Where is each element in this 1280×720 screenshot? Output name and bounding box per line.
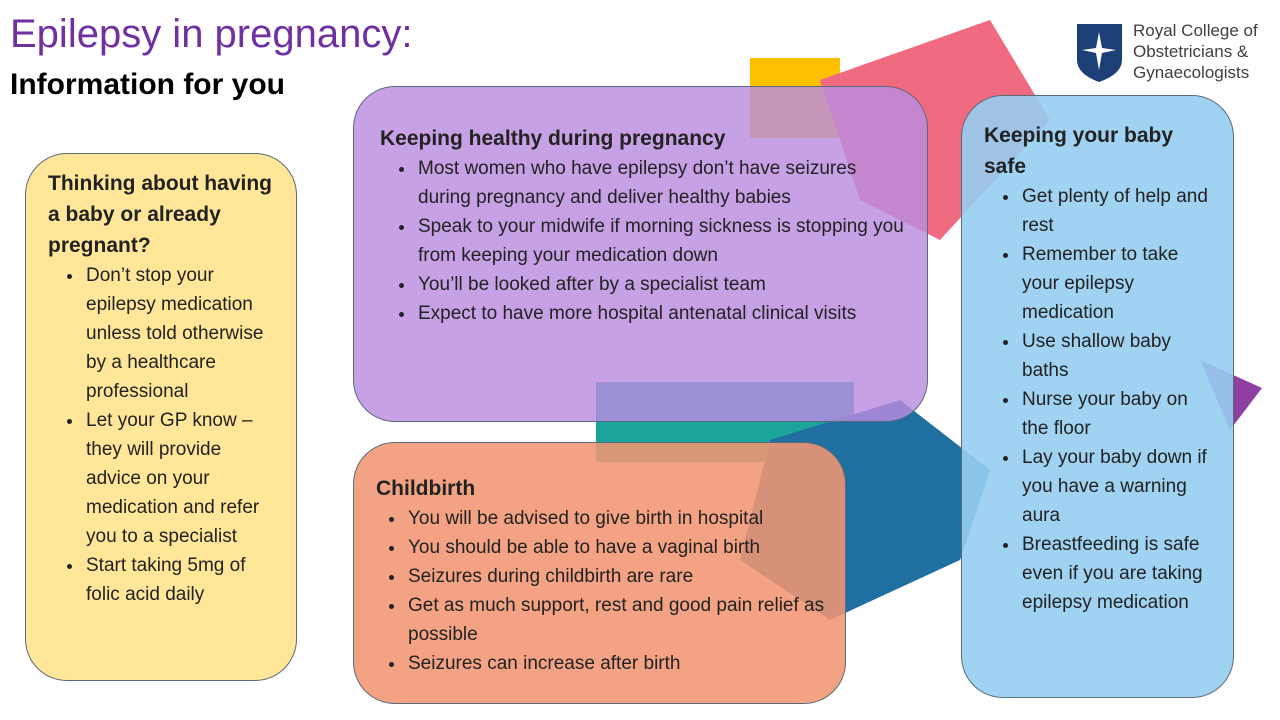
logo-line: Gynaecologists xyxy=(1133,63,1250,82)
bullet-list: Get plenty of help and restRemember to t… xyxy=(984,182,1213,617)
bullet-item: Speak to your midwife if morning sicknes… xyxy=(416,212,907,270)
logo-line: Obstetricians & xyxy=(1133,42,1249,61)
subtitle: Information for you xyxy=(10,68,285,101)
bullet-item: You should be able to have a vaginal bir… xyxy=(406,533,825,562)
bullet-item: Breastfeeding is safe even if you are ta… xyxy=(1020,530,1213,617)
section-heading: Childbirth xyxy=(376,477,476,500)
bullet-item: You will be advised to give birth in hos… xyxy=(406,504,825,533)
bullet-item: Seizures during childbirth are rare xyxy=(406,562,825,591)
bullet-item: Use shallow baby baths xyxy=(1020,327,1213,385)
bullet-item: Expect to have more hospital antenatal c… xyxy=(416,299,907,328)
bullet-item: You’ll be looked after by a specialist t… xyxy=(416,270,907,299)
bullet-list: Don’t stop your epilepsy medication unle… xyxy=(48,261,278,609)
bullet-item: Seizures can increase after birth xyxy=(406,649,825,678)
section-heading: Keeping healthy during pregnancy xyxy=(380,127,726,150)
bullet-item: Don’t stop your epilepsy medication unle… xyxy=(84,261,278,406)
section-box: Keeping healthy during pregnancy Most wom… xyxy=(353,86,928,422)
bullet-item: Lay your baby down if you have a warning… xyxy=(1020,443,1213,530)
section-box: Childbirth You will be advised to give bi… xyxy=(353,442,846,704)
section-heading: Thinking about having a baby or already … xyxy=(48,172,272,257)
logo-text: Royal College of Obstetricians & Gynaecolo… xyxy=(1133,20,1258,83)
title: Epilepsy in pregnancy: xyxy=(10,12,413,56)
bullet-item: Get as much support, rest and good pain … xyxy=(406,591,825,649)
bullet-item: Let your GP know – they will provide adv… xyxy=(84,406,278,551)
bullet-list: Most women who have epilepsy don’t have … xyxy=(380,154,907,328)
logo-shield xyxy=(1077,24,1122,82)
section-box: Thinking about having a baby or already … xyxy=(25,153,297,681)
bullet-item: Start taking 5mg of folic acid daily xyxy=(84,551,278,609)
section-box: Keeping your baby safeGet plenty of help… xyxy=(961,95,1234,698)
bullet-item: Nurse your baby on the floor xyxy=(1020,385,1213,443)
bullet-item: Most women who have epilepsy don’t have … xyxy=(416,154,907,212)
bullet-item: Get plenty of help and rest xyxy=(1020,182,1213,240)
bullet-item: Remember to take your epilepsy medicatio… xyxy=(1020,240,1213,327)
logo-line: Royal College of xyxy=(1133,21,1258,40)
section-heading: Keeping your baby safe xyxy=(984,124,1174,178)
bullet-list: You will be advised to give birth in hos… xyxy=(376,504,825,678)
